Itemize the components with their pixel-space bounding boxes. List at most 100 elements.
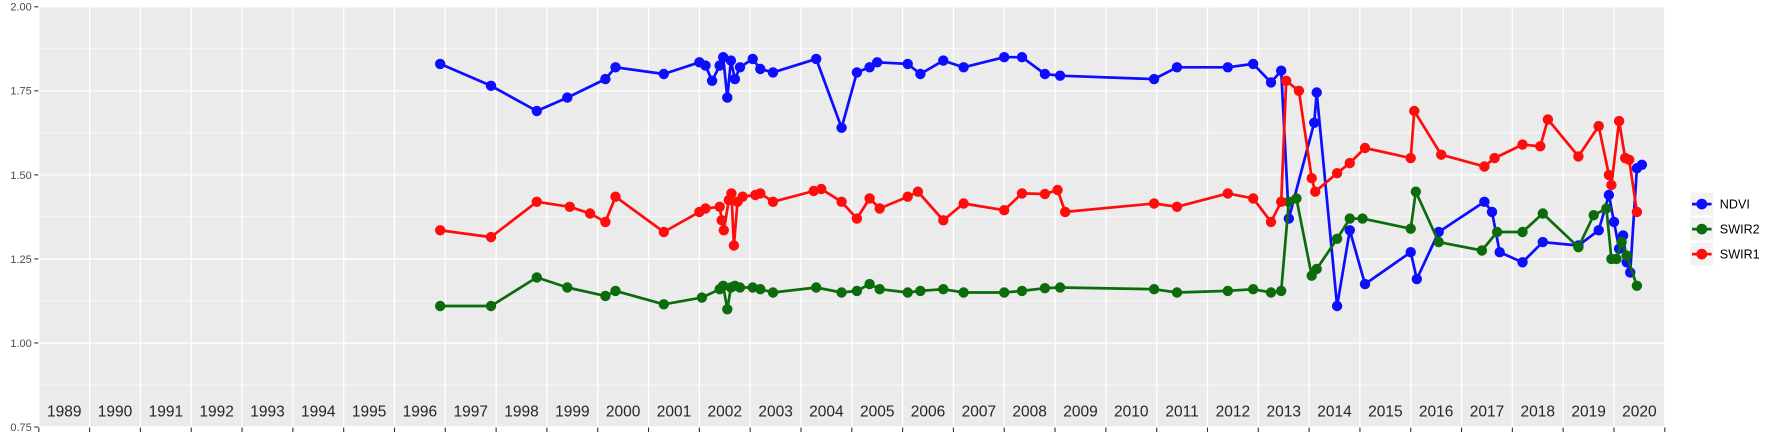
data-point-swir1 xyxy=(1603,169,1615,181)
x-tick-label: 2004 xyxy=(809,404,844,421)
data-point-swir2 xyxy=(1616,236,1627,248)
data-point-swir1 xyxy=(1489,152,1500,164)
data-point-swir1 xyxy=(902,191,913,202)
data-point-swir1 xyxy=(584,208,596,219)
data-point-swir1 xyxy=(1624,154,1635,165)
x-tick-label: 2015 xyxy=(1368,404,1402,421)
data-point-swir2 xyxy=(938,284,949,295)
data-point-ndvi xyxy=(1636,159,1648,170)
data-point-swir1 xyxy=(1039,188,1051,200)
data-point-ndvi xyxy=(999,52,1010,63)
data-point-ndvi xyxy=(1265,77,1277,88)
data-point-swir1 xyxy=(564,201,575,212)
data-point-swir2 xyxy=(658,299,669,310)
data-point-swir1 xyxy=(1359,142,1371,154)
data-point-swir2 xyxy=(1291,193,1302,204)
data-point-swir1 xyxy=(600,216,611,228)
legend-label-swir1: SWIR1 xyxy=(1720,247,1760,261)
data-point-swir2 xyxy=(811,282,822,293)
data-point-swir2 xyxy=(1248,284,1259,295)
data-point-ndvi xyxy=(435,58,446,70)
y-tick-label: 1.75 xyxy=(10,86,31,98)
gridlines xyxy=(38,6,1666,428)
data-point-swir2 xyxy=(435,300,446,312)
legend: NDVI SWIR2 SWIR1 xyxy=(1690,192,1760,266)
series-ndvi xyxy=(435,52,1648,312)
data-point-swir1 xyxy=(1535,141,1546,152)
x-tick-label: 2002 xyxy=(708,404,742,421)
data-point-swir1 xyxy=(1052,184,1063,196)
data-point-swir2 xyxy=(864,278,875,290)
x-tick-label: 2007 xyxy=(962,404,996,421)
data-point-ndvi xyxy=(658,68,669,80)
data-point-ndvi xyxy=(864,62,875,73)
y-tick-label: 1.00 xyxy=(10,338,31,350)
data-point-ndvi xyxy=(747,53,758,65)
data-point-ndvi xyxy=(531,105,542,117)
data-point-swir2 xyxy=(696,292,708,303)
x-tick-label: 1995 xyxy=(352,404,386,421)
data-point-swir1 xyxy=(1171,201,1183,212)
data-point-swir1 xyxy=(1573,151,1584,162)
series-swir1 xyxy=(435,75,1643,251)
data-point-ndvi xyxy=(1331,300,1343,312)
data-point-ndvi xyxy=(1411,273,1423,285)
data-point-swir2 xyxy=(734,282,746,293)
data-point-swir1 xyxy=(1306,173,1317,184)
data-point-swir2 xyxy=(1171,287,1183,298)
data-point-swir1 xyxy=(999,205,1010,216)
data-point-swir1 xyxy=(1405,152,1416,164)
data-point-swir1 xyxy=(938,215,949,226)
data-point-ndvi xyxy=(610,62,621,73)
legend-entry-swir1: SWIR1 xyxy=(1690,242,1760,266)
data-point-swir2 xyxy=(999,287,1010,298)
data-point-ndvi xyxy=(700,60,711,71)
data-point-ndvi xyxy=(485,80,497,92)
data-point-swir1 xyxy=(1631,206,1643,218)
legend-key-point-icon xyxy=(1696,248,1708,260)
data-point-swir2 xyxy=(722,304,733,315)
data-point-ndvi xyxy=(1054,70,1066,81)
data-point-swir2 xyxy=(1311,263,1322,275)
data-point-swir2 xyxy=(1265,287,1277,298)
data-point-swir2 xyxy=(1276,285,1287,297)
data-point-swir2 xyxy=(1433,236,1444,248)
x-tick-label: 1994 xyxy=(301,404,336,421)
data-point-ndvi xyxy=(1039,68,1051,80)
data-point-swir1 xyxy=(1517,139,1528,150)
data-point-ndvi xyxy=(755,63,766,75)
data-point-swir1 xyxy=(716,215,727,226)
legend-label-swir2: SWIR2 xyxy=(1720,222,1760,236)
data-point-ndvi xyxy=(811,53,822,65)
x-axis-labels: 1989 1990 1991 1992 1993 1994 1995 1996 1997 1998… xyxy=(47,404,1657,421)
y-axis-labels: 2.00 1.75 1.50 1.25 1.00 0.75 xyxy=(10,2,31,434)
x-tick-label: 2012 xyxy=(1216,404,1250,421)
data-point-swir1 xyxy=(1222,188,1234,199)
data-point-swir2 xyxy=(1357,213,1368,224)
legend-entry-swir2: SWIR2 xyxy=(1690,217,1760,241)
data-point-ndvi xyxy=(1517,257,1528,268)
data-point-swir1 xyxy=(485,231,497,243)
x-tick-label: 1992 xyxy=(199,404,233,421)
data-point-ndvi xyxy=(1016,52,1028,63)
data-point-swir1 xyxy=(1613,115,1625,127)
data-point-swir1 xyxy=(836,196,847,207)
data-point-ndvi xyxy=(1405,247,1416,258)
data-point-swir1 xyxy=(700,203,711,214)
data-point-swir2 xyxy=(836,287,847,298)
data-point-ndvi xyxy=(725,55,737,66)
data-point-ndvi xyxy=(1311,87,1322,98)
data-point-swir1 xyxy=(1060,206,1071,218)
data-point-swir1 xyxy=(958,198,969,209)
data-point-swir2 xyxy=(1344,213,1356,224)
x-tick-label: 2018 xyxy=(1521,404,1555,421)
data-point-swir2 xyxy=(531,272,542,283)
data-point-swir2 xyxy=(610,285,621,297)
data-point-ndvi xyxy=(958,62,969,73)
data-point-swir1 xyxy=(718,225,729,236)
data-point-swir1 xyxy=(1293,85,1305,97)
x-tick-label: 2001 xyxy=(657,404,691,421)
data-point-swir2 xyxy=(1476,245,1488,256)
x-tick-label: 2003 xyxy=(758,404,792,421)
